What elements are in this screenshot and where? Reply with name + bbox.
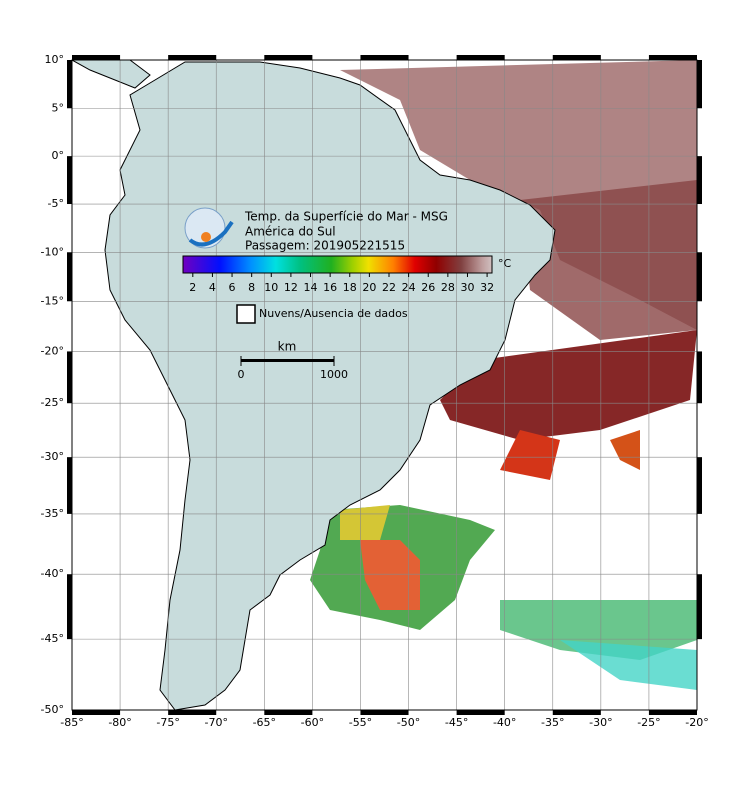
scale-bar [241,359,334,362]
x-tick-label: -50° [397,716,420,729]
legend-swatch [236,304,256,324]
subtitle: América do Sul [245,225,336,239]
frame-segment [67,156,72,205]
graticule [72,60,697,710]
x-tick-label: -45° [445,716,468,729]
colorbar-tick-label: 12 [284,281,298,294]
pass-time: Passagem: 201905221515 [245,239,405,253]
dynamic: -85° -80° -75° -70° -65° -60° -55° -50° -45° -40°… [41,53,709,729]
y-tick-label: -20° [41,344,64,357]
x-tick-label: -70° [204,716,227,729]
frame-segment [67,457,72,514]
colorbar-tick-label: 26 [421,281,435,294]
frame-segment [456,710,505,715]
frame-segment [456,55,505,60]
frame-segment [67,252,72,302]
colorbar-tick-label: 18 [343,281,357,294]
frame-segment [552,710,601,715]
colorbar-tick-label: 24 [402,281,416,294]
logo [184,207,234,249]
y-tick-label: -10° [41,245,64,258]
x-tick-label: -35° [541,716,564,729]
frame-segment [67,60,72,109]
x-tick-label: -30° [589,716,612,729]
x-tick-label: -20° [685,716,708,729]
frame-segment [697,252,702,302]
x-tick-label: -80° [108,716,131,729]
central-america [72,60,151,89]
colorbar-tick-label: 10 [264,281,278,294]
colorbar-tick-label: 6 [229,281,236,294]
x-tick-label: -60° [301,716,324,729]
colorbar-tick-label: 14 [304,281,318,294]
x-tick-label: -85° [60,716,83,729]
frame-segment [648,710,697,715]
frame-segment [697,156,702,205]
colorbar-tick-label: 4 [209,281,216,294]
y-tick-label: -5° [48,197,64,210]
frame-segment [360,710,409,715]
y-tick-label: 10° [45,53,65,66]
legend-label: Nuvens/Ausencia de dados [259,307,408,320]
frame-segment [264,710,313,715]
frame-segment [67,351,72,404]
frame-segment [72,710,121,715]
title: Temp. da Superfície do Mar - MSG [244,210,448,224]
colorbar-tick-label: 28 [441,281,455,294]
x-tick-label: -40° [493,716,516,729]
colorbar [182,255,493,274]
frame-segment [264,55,313,60]
scale-unit: km [278,340,297,354]
frame-segment [168,710,217,715]
scale-tick-label: 0 [238,368,245,381]
y-tick-label: -40° [41,567,64,580]
frame-segment [552,55,601,60]
y-tick-label: 5° [52,101,65,114]
colorbar-tick-label: 16 [323,281,337,294]
colorbar-unit: °C [498,257,512,270]
frame-segment [697,351,702,404]
frame-segment [697,457,702,514]
frame-segment [648,55,697,60]
colorbar-tick-label: 2 [189,281,196,294]
y-tick-label: -45° [41,632,64,645]
y-tick-label: -50° [41,703,64,716]
x-tick-label: -75° [156,716,179,729]
y-tick-label: -25° [41,396,64,409]
y-tick-label: -35° [41,507,64,520]
frame-segment [67,574,72,640]
y-tick-label: -30° [41,450,64,463]
colorbar-tick-label: 30 [460,281,474,294]
frame-segment [697,60,702,109]
map-frame [67,55,702,715]
colorbar-tick-label: 20 [362,281,376,294]
y-tick-label: 0° [52,149,65,162]
x-tick-label: -25° [637,716,660,729]
scale-tick-label: 1000 [320,368,348,381]
x-tick-label: -65° [253,716,276,729]
colorbar-tick-label: 32 [480,281,494,294]
frame-segment [168,55,217,60]
colorbar-tick-label: 22 [382,281,396,294]
frame-segment [360,55,409,60]
frame-segment [72,55,121,60]
y-tick-label: -15° [41,294,64,307]
colorbar-tick-label: 8 [248,281,255,294]
frame-segment [697,574,702,640]
x-tick-label: -55° [349,716,372,729]
sst-field [310,60,697,690]
